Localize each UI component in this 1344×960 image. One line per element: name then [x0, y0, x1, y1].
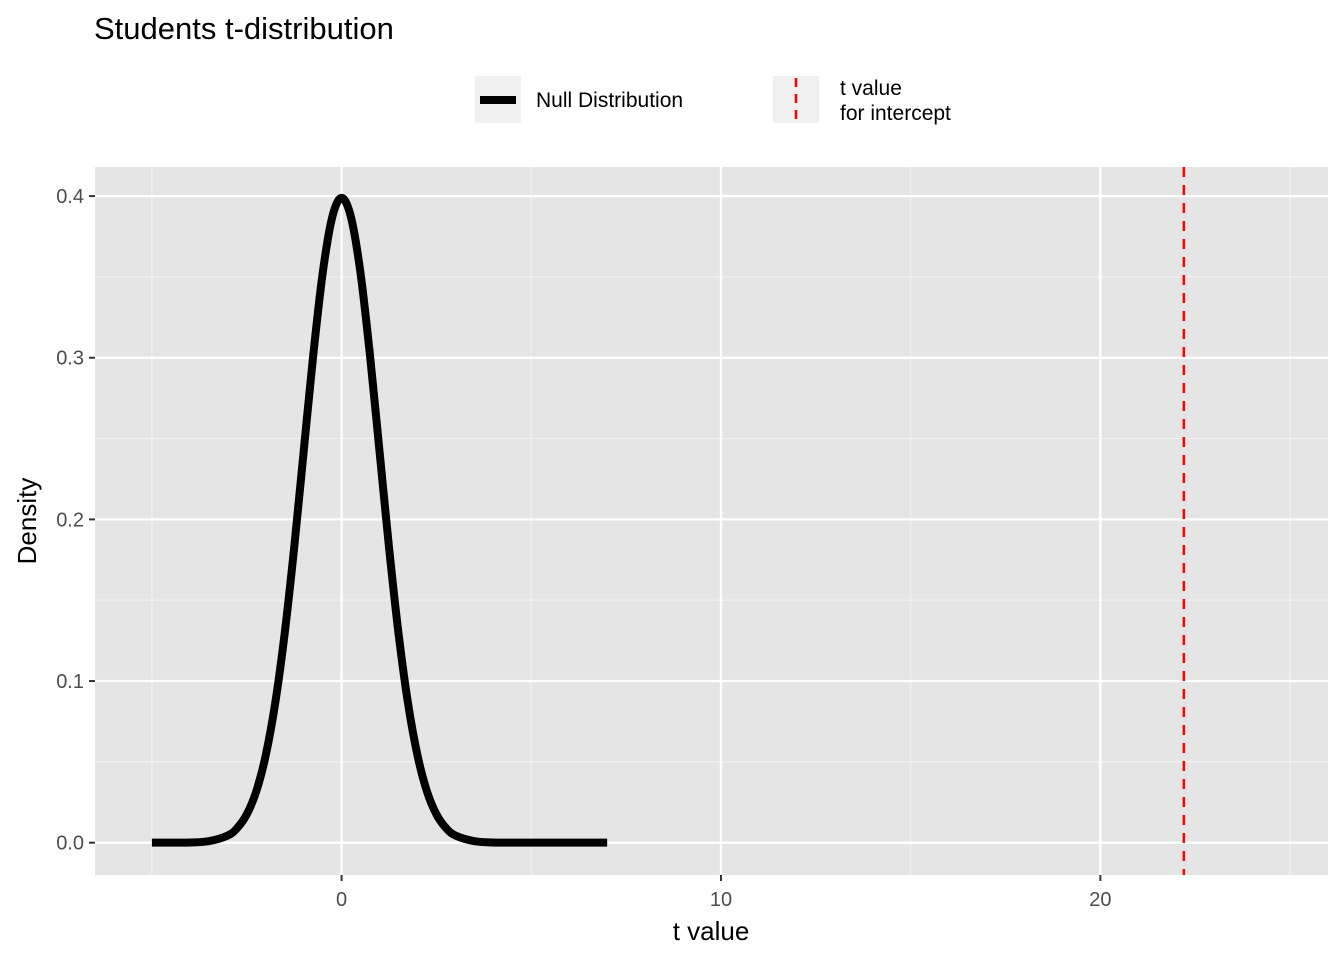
y-tick-label: 0.1 — [56, 671, 84, 693]
legend: Null Distribution t value for intercept — [475, 76, 951, 125]
x-axis: 0 10 20 — [336, 875, 1111, 911]
minor-gridlines — [95, 167, 1328, 875]
y-tick-label: 0.0 — [56, 833, 84, 855]
legend-label-line: t value — [840, 77, 902, 100]
legend-label-t-value: t value for intercept — [840, 77, 951, 125]
legend-label-null-distribution: Null Distribution — [536, 89, 683, 112]
x-tick-label: 20 — [1089, 889, 1111, 911]
plot-panel — [95, 167, 1328, 875]
series-layer — [151, 167, 1186, 875]
x-tick-label: 10 — [710, 889, 732, 911]
y-tick-label: 0.3 — [56, 348, 84, 370]
y-axis-title: Density — [12, 478, 42, 565]
x-tick-label: 0 — [336, 889, 347, 911]
chart-title: Students t-distribution — [94, 11, 394, 46]
y-tick-label: 0.4 — [56, 186, 84, 208]
x-axis-title: t value — [673, 916, 750, 946]
legend-label-line: for intercept — [840, 102, 951, 125]
y-axis: 0.0 0.1 0.2 0.3 0.4 — [56, 186, 95, 855]
null-distribution-curve — [151, 193, 608, 847]
y-tick-label: 0.2 — [56, 509, 84, 531]
